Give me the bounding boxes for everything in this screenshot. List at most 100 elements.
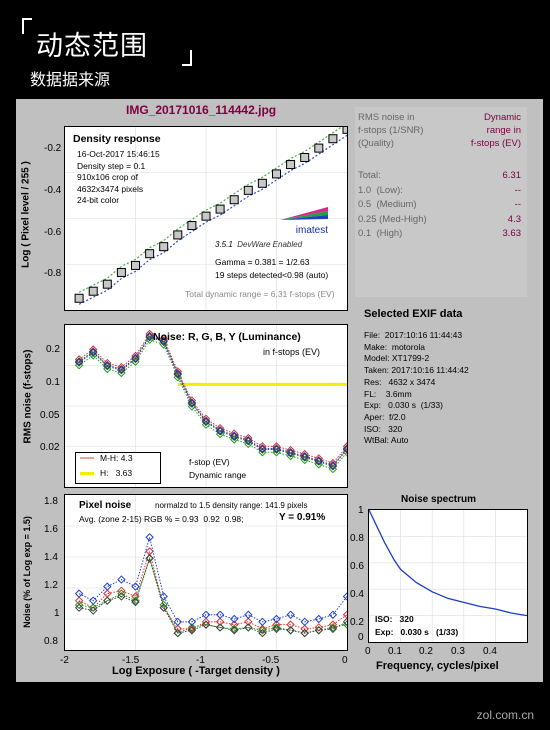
noise-point	[88, 345, 98, 354]
noise-point	[258, 444, 267, 453]
pixel-point	[173, 617, 183, 627]
pixel-point	[103, 582, 112, 591]
pixel-point	[286, 610, 295, 619]
pixel-xtick: 0	[342, 655, 348, 666]
pixel-chart-svg	[65, 495, 347, 650]
imatest-logo-text: imatest	[295, 225, 328, 236]
dr-row-value: 6.31	[502, 170, 522, 181]
pixel-point	[342, 592, 347, 601]
noise-point	[342, 444, 347, 453]
pixel-point	[131, 582, 140, 591]
noise-heading: Noise: R, G, B, Y (Luminance)	[153, 331, 301, 343]
pixel-ytick: 1.4	[44, 552, 58, 563]
pixel-ytick: 1	[54, 608, 60, 619]
pixel-heading: Pixel noise	[79, 500, 132, 511]
exif-row: WtBal: Auto	[364, 435, 409, 446]
density-point	[328, 134, 338, 144]
pixel-point	[88, 596, 98, 605]
density-ylabel: Log ( Pixel level / 255 )	[20, 161, 32, 268]
noise-point	[300, 453, 309, 462]
dr-row-label: 0.5 (Medium)	[358, 199, 417, 210]
dr-row-label: 0.25 (Med-High)	[358, 213, 427, 225]
pixel-xtick: -0.5	[262, 655, 280, 666]
pixel-point	[244, 610, 253, 619]
noise-point	[145, 332, 154, 342]
noise-point	[215, 427, 225, 436]
exif-row: Make: motorola	[364, 341, 425, 352]
pixel-norm: normalzd to 1.5 density range: 141.9 pix…	[155, 501, 308, 510]
dr-row-value: --	[514, 184, 521, 196]
pixel-ytick: 1.8	[44, 496, 58, 507]
pixel-avg: Avg. (zone 2-15) RGB % = 0.93 0.92 0.98;	[79, 514, 244, 524]
pixel-xlabel: Log Exposure ( -Target density )	[112, 665, 280, 677]
noise-ytick: 0.2	[46, 344, 60, 355]
watermark: zol.com.cn	[476, 708, 534, 722]
density-point	[131, 260, 140, 270]
noise-point	[286, 445, 295, 455]
pixel-point	[187, 626, 197, 635]
density-point	[102, 279, 112, 289]
spectrum-heading: Noise spectrum	[401, 494, 477, 505]
rms-header-line: (Quality)	[358, 138, 394, 149]
exif-row: Model: XT1799-2	[364, 353, 430, 364]
spectrum-ytick: 0.8	[350, 533, 364, 544]
pixel-point	[131, 597, 140, 607]
noise-point	[201, 417, 211, 427]
spectrum-ytick: 0	[358, 632, 364, 643]
pixel-point	[187, 617, 197, 627]
rms-header-line: f-stops (1/SNR)	[358, 125, 424, 136]
noise-point	[187, 396, 197, 405]
pixel-point	[300, 617, 309, 627]
pixel-point	[342, 610, 347, 619]
exif-row: FL: 3.6mm	[364, 388, 412, 399]
pixel-point	[187, 624, 197, 634]
pixel-point	[74, 600, 84, 610]
dr-row: 0.5 (Medium) --	[358, 198, 521, 213]
pixel-y-value: Y = 0.91%	[279, 512, 326, 523]
pixel-point	[272, 623, 281, 632]
noise-point	[342, 445, 347, 454]
pixel-point	[258, 626, 267, 635]
fstop-label: f-stop (EV)	[189, 457, 230, 467]
spectrum-xtick: 0.4	[483, 646, 497, 657]
rms-header-line: RMS noise in	[358, 112, 415, 123]
noise-point	[173, 370, 183, 379]
pixel-point	[131, 592, 140, 601]
noise-series-line	[78, 336, 347, 467]
density-fit-line	[78, 127, 343, 293]
pixel-point	[328, 624, 338, 634]
pixel-point	[244, 623, 253, 632]
density-point	[201, 211, 211, 221]
noise-plot: Noise: R, G, B, Y (Luminance) in f-stops…	[64, 324, 348, 488]
exif-row: Res: 4632 x 3474	[364, 376, 436, 387]
noise-subheading: in f-stops (EV)	[263, 347, 321, 357]
page-title-frame: 动态范围	[22, 18, 192, 66]
spectrum-chart-svg	[369, 510, 527, 642]
spectrum-line	[369, 510, 527, 617]
noise-point	[215, 426, 225, 435]
density-point	[145, 249, 155, 259]
version-number: 3.5.1	[215, 240, 233, 249]
noise-point	[159, 336, 168, 345]
noise-point	[229, 432, 239, 441]
pixel-point	[229, 620, 239, 629]
dr-header: Dynamic range in f-stops (EV)	[471, 111, 521, 150]
density-info-line: 4632x3474 pixels	[77, 183, 144, 194]
noise-point	[131, 353, 140, 363]
imatest-logo: imatest	[280, 207, 328, 236]
pixel-point	[74, 589, 84, 598]
spectrum-ytick: 0.4	[350, 589, 364, 600]
density-point	[173, 230, 183, 240]
noise-point	[159, 334, 168, 343]
noise-series-line	[78, 333, 347, 464]
noise-point	[88, 347, 98, 356]
dr-row-label: 1.0 (Low):	[358, 184, 403, 196]
density-ytick: -0.6	[44, 227, 62, 238]
density-point	[342, 127, 347, 134]
steps-text: 19 steps detected<0.98 (auto)	[215, 270, 329, 280]
noise-point	[145, 329, 154, 339]
noise-point	[173, 369, 183, 378]
noise-point	[131, 354, 140, 364]
pixel-point	[215, 617, 225, 627]
pixel-point	[272, 620, 281, 629]
